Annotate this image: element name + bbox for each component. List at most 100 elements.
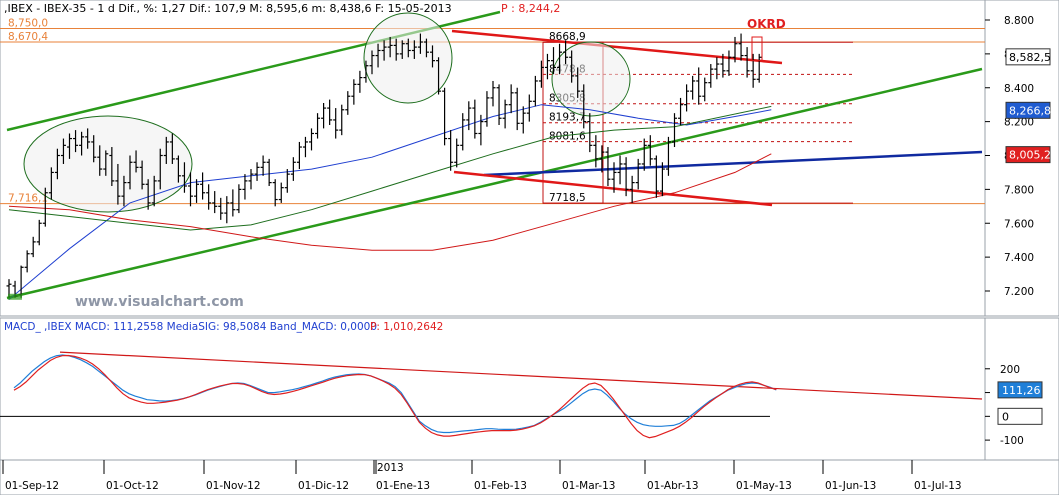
ohlc-bar [230, 189, 236, 217]
ohlc-bar [181, 162, 187, 193]
ohlc-bar [641, 138, 647, 171]
macd-trendline [59, 351, 983, 400]
ohlc-bar [339, 104, 345, 136]
macd-tick-label: 200 [1000, 364, 1020, 376]
resistance-line [451, 29, 783, 65]
ohlc-bar [405, 38, 411, 58]
ohlc-bar [659, 162, 665, 197]
low-marker [8, 293, 22, 300]
ohlc-bar [236, 184, 242, 214]
ohlc-bar [194, 179, 200, 203]
ohlc-bar [454, 138, 460, 168]
price-badge-label: 8,582,5 [1009, 51, 1051, 64]
macd-badge [997, 407, 1043, 425]
ohlc-bar [309, 128, 314, 151]
ohlc-bar [460, 113, 466, 151]
price-chart-header-price: P : 8,244,2 [501, 2, 560, 15]
ohlc-bar [127, 155, 133, 190]
ohlc-bar [103, 150, 109, 176]
date-tick-label: 01-Ene-13 [376, 480, 430, 492]
ohlc-bar [296, 141, 302, 170]
axis-layer: 8.8008.6008.4008.2008.0007.8007.6007.400… [2, 15, 1051, 492]
ohlc-bar [266, 158, 272, 186]
ohlc-bar [702, 77, 708, 102]
okrd-annotation: OKRD [747, 17, 786, 31]
date-tick-label: 01-Jul-13 [914, 480, 962, 492]
date-tick-label: 01-Feb-13 [474, 480, 527, 492]
ohlc-bar [351, 79, 357, 105]
macd-header-price: P: 1,010,2642 [370, 321, 443, 333]
ohlc-bar [375, 43, 381, 68]
price-badge [1005, 48, 1051, 66]
ohlc-bar [690, 75, 696, 100]
retracement-label: 7718,5 [549, 192, 586, 204]
support-line [483, 150, 983, 177]
level-label: 7,716,1 [8, 193, 48, 205]
ohlc-bar [514, 87, 520, 131]
ohlc-bar [726, 50, 732, 76]
ohlc-bar [696, 67, 702, 105]
ohlc-bar [738, 33, 744, 61]
ohlc-bar [484, 91, 490, 127]
ohlc-bar [569, 50, 575, 83]
ohlc-bar [109, 147, 115, 186]
ohlc-bar [24, 250, 30, 273]
ohlc-bar [647, 135, 653, 166]
level-label: 8,750,0 [8, 17, 48, 29]
macd-tick-label: -100 [1000, 435, 1024, 447]
ohlc-bar [423, 38, 429, 58]
ohlc-bar [417, 33, 423, 54]
ohlc-bar [442, 87, 448, 146]
ohlc-bar [448, 130, 454, 171]
ohlc-bar [188, 172, 193, 207]
macd-badge-label: 111,26 [1002, 384, 1041, 397]
ohlc-bar [665, 136, 671, 176]
date-tick-label: 01-Oct-12 [106, 480, 159, 492]
price-tick-label: 8.800 [1004, 15, 1034, 27]
ohlc-bar [399, 40, 405, 59]
ohlc-bar [587, 113, 593, 153]
ohlc-bar [684, 84, 690, 112]
price-tick-label: 8.200 [1004, 117, 1034, 129]
ohlc-bar [357, 70, 363, 93]
ohlc-bar [490, 80, 496, 107]
moving-average-line [8, 105, 772, 231]
ohlc-bar [617, 155, 623, 185]
price-tick-label: 7.400 [1004, 252, 1034, 264]
ohlc-bar [242, 174, 248, 200]
ohlc-bar [756, 53, 762, 83]
price-tick-label: 7.800 [1004, 184, 1034, 196]
ohlc-bar [67, 133, 72, 159]
ohlc-bar [85, 128, 91, 149]
ohlc-bar [73, 130, 79, 153]
ohlc-bar [115, 163, 121, 205]
ohlc-bar [653, 155, 659, 198]
date-tick-label: 01-May-13 [736, 480, 792, 492]
ohlc-bar [575, 67, 581, 98]
ohlc-bar [369, 50, 375, 75]
ohlc-bar [36, 219, 42, 246]
ohlc-bar [508, 84, 514, 114]
ohlc-bar [538, 60, 544, 88]
ohlc-bar [478, 114, 484, 146]
ohlc-bar [54, 148, 60, 180]
ohlc-bar [635, 158, 641, 190]
ohlc-bar [169, 133, 175, 164]
ohlc-bar [206, 184, 212, 210]
price-tick-label: 8.400 [1004, 83, 1034, 95]
macd-header: MACD_ ,IBEX MACD: 111,2558 MediaSIG: 98,… [4, 321, 377, 333]
retracement-label: 8193,7 [549, 112, 586, 124]
price-tick-label: 7.200 [1004, 286, 1034, 298]
ohlc-bar [411, 40, 417, 59]
channel-lower-line [6, 67, 983, 300]
ohlc-bar [145, 179, 151, 210]
ohlc-bar [466, 101, 472, 131]
macd-badge [997, 381, 1043, 399]
ohlc-bar [175, 155, 181, 183]
ohlc-bar [363, 60, 369, 83]
price-chart-header: ,IBEX - IBEX-35 - 1 d Dif., %: 1,27 Dif.… [4, 2, 452, 15]
macd-series-line [13, 354, 777, 434]
ohlc-bar [611, 162, 617, 193]
highlight-ellipse [23, 115, 193, 213]
